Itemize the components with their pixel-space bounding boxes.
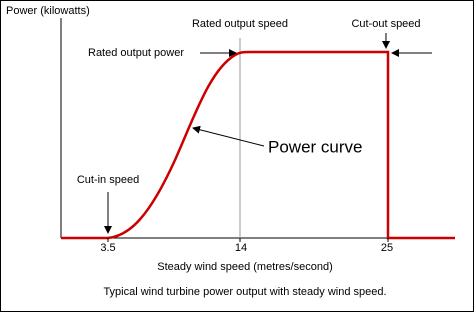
- annotation: Power curve: [268, 137, 362, 156]
- annotation: Cut-out speed: [351, 18, 420, 30]
- annotation: Cut-in speed: [77, 174, 139, 186]
- x-tick-label: 14: [235, 242, 247, 254]
- x-tick-label: 25: [381, 242, 393, 254]
- x-axis-label: Steady wind speed (metres/second): [157, 261, 332, 273]
- caption: Typical wind turbine power output with s…: [103, 286, 386, 298]
- arrow: [192, 125, 265, 147]
- x-tick-label: 3.5: [100, 242, 115, 254]
- power-curve: [61, 50, 455, 240]
- y-axis-label: Power (kilowatts): [6, 5, 90, 17]
- annotation: Rated output power: [88, 47, 184, 59]
- annotation: Rated output speed: [192, 18, 288, 30]
